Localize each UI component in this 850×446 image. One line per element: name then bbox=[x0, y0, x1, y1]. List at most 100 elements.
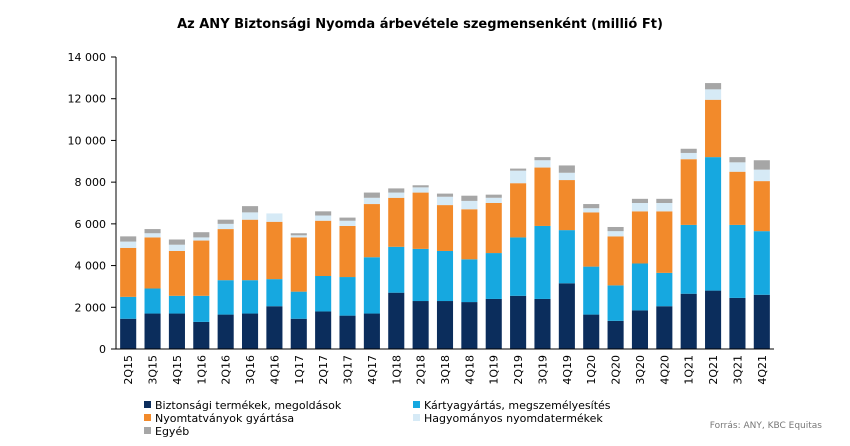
x-tick-label: 3Q17 bbox=[342, 355, 355, 385]
bar-segment-4 bbox=[607, 231, 624, 237]
bar-segment-2 bbox=[388, 246, 405, 293]
bar-segment-1 bbox=[583, 314, 600, 349]
bar-segment-1 bbox=[217, 314, 234, 349]
bar-segment-2 bbox=[631, 263, 649, 311]
bar-segment-4 bbox=[558, 172, 575, 181]
y-tick-label: 0 bbox=[99, 343, 106, 356]
bar-segment-4 bbox=[290, 235, 307, 238]
bar-segment-1 bbox=[510, 295, 527, 349]
bar-segment-5 bbox=[729, 157, 746, 163]
bar-segment-5 bbox=[607, 226, 624, 232]
legend-label: Egyéb bbox=[155, 425, 189, 438]
x-tick-label: 2Q15 bbox=[122, 355, 135, 385]
legend-label: Nyomtatványok gyártása bbox=[155, 412, 294, 425]
bar-segment-5 bbox=[436, 193, 454, 197]
bar-segment-4 bbox=[729, 162, 746, 172]
x-tick-label: 4Q21 bbox=[756, 355, 769, 385]
x-tick-label: 4Q20 bbox=[658, 355, 671, 385]
bar-segment-4 bbox=[631, 203, 649, 212]
bar-segment-5 bbox=[656, 198, 673, 203]
bar-segment-4 bbox=[705, 89, 722, 100]
bar-segment-1 bbox=[436, 301, 454, 349]
bar-segment-3 bbox=[241, 219, 259, 281]
bar-segment-5 bbox=[705, 83, 722, 90]
bar-segment-1 bbox=[656, 306, 673, 349]
bar-segment-2 bbox=[485, 253, 502, 299]
y-tick-label: 8 000 bbox=[75, 176, 107, 189]
bar-segment-4 bbox=[534, 160, 551, 168]
bar-segment-4 bbox=[436, 196, 454, 206]
bar-segment-1 bbox=[290, 318, 307, 349]
bar-segment-2 bbox=[705, 157, 722, 291]
bar-segment-3 bbox=[315, 220, 332, 276]
bar-segment-3 bbox=[217, 229, 234, 281]
bar-segment-4 bbox=[461, 200, 478, 210]
bar-segment-3 bbox=[436, 205, 454, 251]
bar-segment-2 bbox=[607, 285, 624, 321]
bar-segment-2 bbox=[217, 280, 234, 315]
x-tick-label: 2Q16 bbox=[220, 355, 233, 385]
bar-segment-3 bbox=[461, 209, 478, 260]
chart-title: Az ANY Biztonsági Nyomda árbevétele szeg… bbox=[177, 17, 663, 32]
legend-swatch bbox=[413, 414, 420, 421]
x-tick-label: 2Q21 bbox=[707, 355, 720, 385]
bar-segment-5 bbox=[339, 217, 356, 221]
x-tick-label: 3Q15 bbox=[147, 355, 160, 385]
bar-segment-1 bbox=[534, 298, 551, 349]
bar-segment-3 bbox=[656, 211, 673, 273]
x-tick-label: 4Q17 bbox=[366, 355, 379, 385]
bar-segment-3 bbox=[290, 237, 307, 292]
source-note: Forrás: ANY, KBC Equitas bbox=[710, 421, 823, 431]
bar-segment-3 bbox=[266, 221, 283, 280]
bar-segment-2 bbox=[168, 295, 185, 314]
bar-segment-5 bbox=[217, 219, 234, 224]
bar-segment-4 bbox=[266, 213, 283, 222]
bar-segment-5 bbox=[583, 204, 600, 209]
bar-segment-5 bbox=[290, 233, 307, 236]
bar-segment-4 bbox=[680, 152, 697, 160]
bar-segment-1 bbox=[144, 313, 161, 349]
bar-segment-2 bbox=[120, 296, 137, 319]
bar-segment-2 bbox=[412, 248, 429, 302]
x-tick-label: 4Q18 bbox=[463, 355, 476, 385]
bar-segment-2 bbox=[753, 231, 770, 295]
bar-segment-1 bbox=[120, 318, 137, 349]
bar-segment-3 bbox=[729, 171, 746, 225]
x-tick-label: 4Q15 bbox=[171, 355, 184, 385]
bar-segment-4 bbox=[120, 241, 137, 248]
x-tick-label: 2Q18 bbox=[415, 355, 428, 385]
x-tick-label: 4Q16 bbox=[268, 355, 281, 385]
x-tick-label: 1Q21 bbox=[683, 355, 696, 385]
bar-segment-4 bbox=[217, 223, 234, 230]
legend: Biztonsági termékek, megoldások Kártyagyá… bbox=[144, 399, 611, 438]
x-axis: 2Q15 3Q15 4Q15 1Q16 2Q16 3Q16 4Q16 1Q17 2Q17 3Q17… bbox=[116, 348, 774, 385]
bar-segment-5 bbox=[631, 198, 649, 203]
y-tick-label: 4 000 bbox=[75, 260, 107, 273]
x-tick-label: 1Q17 bbox=[293, 355, 306, 385]
bar-segment-2 bbox=[729, 224, 746, 298]
bar-segment-3 bbox=[339, 225, 356, 278]
x-tick-label: 1Q18 bbox=[390, 355, 403, 385]
bar-segment-5 bbox=[363, 192, 380, 198]
bar-segment-1 bbox=[753, 294, 770, 349]
bar-segment-5 bbox=[168, 239, 185, 245]
x-tick-label: 4Q19 bbox=[561, 355, 574, 385]
bar-segment-3 bbox=[583, 212, 600, 267]
bar-segment-3 bbox=[388, 197, 405, 247]
bar-segment-5 bbox=[412, 185, 429, 188]
bar-segment-5 bbox=[753, 160, 770, 170]
bar-segment-4 bbox=[510, 170, 527, 184]
bar-segment-3 bbox=[168, 250, 185, 296]
bar-segment-5 bbox=[241, 206, 259, 213]
bar-segment-1 bbox=[485, 298, 502, 349]
bar-segment-3 bbox=[363, 204, 380, 258]
x-tick-label: 1Q19 bbox=[488, 355, 501, 385]
bar-segment-3 bbox=[510, 183, 527, 238]
bar-segment-5 bbox=[144, 229, 161, 234]
x-tick-label: 3Q18 bbox=[439, 355, 452, 385]
bar-segment-4 bbox=[144, 233, 161, 238]
bar-segment-5 bbox=[534, 157, 551, 161]
bar-segment-2 bbox=[241, 280, 259, 314]
y-tick-label: 6 000 bbox=[75, 218, 107, 231]
